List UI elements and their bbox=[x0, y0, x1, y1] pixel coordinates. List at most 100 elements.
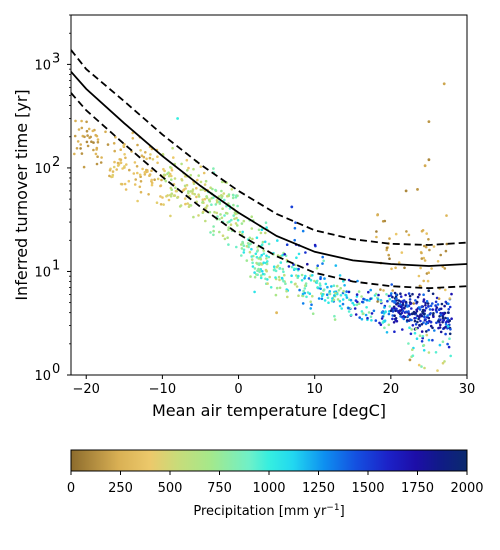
data-point bbox=[80, 119, 83, 123]
data-point bbox=[223, 198, 226, 202]
data-point bbox=[104, 130, 107, 134]
data-point bbox=[255, 250, 259, 253]
data-point bbox=[369, 315, 373, 319]
data-point bbox=[259, 257, 263, 261]
data-point bbox=[387, 253, 391, 257]
fit-curves bbox=[71, 49, 467, 290]
data-point bbox=[235, 216, 238, 220]
data-point bbox=[404, 300, 408, 304]
data-point bbox=[423, 312, 426, 316]
data-point bbox=[253, 290, 256, 294]
data-point bbox=[286, 295, 289, 299]
data-point bbox=[401, 303, 405, 306]
data-point bbox=[448, 305, 452, 309]
data-point bbox=[425, 300, 429, 303]
data-point bbox=[389, 309, 393, 313]
data-point bbox=[301, 302, 305, 305]
data-point bbox=[189, 190, 192, 193]
data-point bbox=[187, 190, 190, 193]
data-point bbox=[183, 197, 187, 200]
data-point bbox=[436, 260, 440, 263]
data-point bbox=[135, 165, 139, 168]
data-point bbox=[352, 303, 356, 307]
data-point bbox=[429, 320, 433, 324]
data-point bbox=[330, 299, 334, 303]
data-point bbox=[290, 274, 293, 278]
data-point bbox=[403, 266, 406, 270]
data-point bbox=[197, 174, 200, 177]
data-point bbox=[397, 311, 401, 314]
data-point bbox=[162, 203, 165, 206]
data-point bbox=[387, 294, 391, 298]
data-point bbox=[293, 238, 297, 242]
data-point bbox=[169, 214, 172, 218]
data-point bbox=[170, 192, 174, 195]
data-point bbox=[99, 161, 103, 164]
data-point bbox=[315, 279, 319, 283]
data-point bbox=[439, 330, 443, 334]
data-point bbox=[199, 165, 203, 168]
data-point bbox=[195, 195, 198, 199]
data-point bbox=[425, 333, 429, 337]
data-point bbox=[394, 317, 398, 320]
data-point bbox=[319, 277, 322, 281]
data-point bbox=[418, 293, 421, 296]
data-point bbox=[231, 196, 235, 200]
data-point bbox=[360, 317, 364, 321]
data-point bbox=[320, 297, 324, 301]
data-point bbox=[351, 301, 355, 305]
data-point bbox=[272, 265, 276, 269]
colorbar-label-exponent: −1 bbox=[326, 503, 339, 513]
data-point bbox=[218, 230, 221, 234]
data-point bbox=[208, 210, 212, 214]
data-point bbox=[394, 266, 397, 270]
data-point bbox=[187, 205, 191, 208]
data-point bbox=[262, 261, 266, 265]
data-point bbox=[205, 195, 208, 198]
data-point bbox=[399, 300, 403, 303]
data-point bbox=[400, 251, 404, 254]
data-point bbox=[272, 268, 276, 272]
data-point bbox=[438, 343, 442, 347]
x-tick-label: −10 bbox=[149, 382, 176, 397]
data-point bbox=[91, 129, 95, 133]
data-point bbox=[309, 307, 313, 310]
data-point bbox=[156, 161, 159, 165]
data-point bbox=[372, 309, 376, 313]
data-point bbox=[232, 203, 235, 207]
data-point bbox=[391, 310, 395, 313]
data-point bbox=[240, 254, 243, 257]
data-point bbox=[215, 199, 219, 202]
data-point bbox=[444, 321, 448, 324]
data-point bbox=[192, 215, 195, 219]
colorbar-tick-label: 1500 bbox=[351, 481, 384, 496]
data-point bbox=[211, 187, 214, 191]
data-point bbox=[445, 242, 449, 246]
data-point bbox=[393, 330, 396, 334]
data-point bbox=[250, 255, 253, 258]
data-point bbox=[278, 286, 282, 290]
data-point bbox=[443, 360, 446, 363]
data-point bbox=[309, 278, 313, 282]
data-point bbox=[235, 245, 238, 249]
data-point bbox=[92, 148, 95, 152]
data-point bbox=[173, 177, 177, 180]
data-point bbox=[432, 245, 436, 248]
data-point bbox=[385, 293, 388, 296]
data-point bbox=[383, 306, 386, 309]
data-point bbox=[275, 286, 279, 290]
data-point bbox=[218, 218, 221, 221]
data-point bbox=[423, 366, 426, 370]
data-point bbox=[407, 292, 411, 295]
data-point bbox=[448, 332, 452, 336]
data-point bbox=[345, 296, 349, 299]
data-point bbox=[259, 276, 263, 280]
data-point bbox=[342, 279, 345, 283]
outlier-point bbox=[442, 82, 446, 86]
data-point bbox=[417, 363, 421, 367]
data-point bbox=[113, 160, 116, 164]
data-point bbox=[255, 255, 259, 259]
data-point bbox=[434, 351, 438, 354]
data-point bbox=[422, 349, 426, 352]
data-point bbox=[404, 293, 407, 297]
